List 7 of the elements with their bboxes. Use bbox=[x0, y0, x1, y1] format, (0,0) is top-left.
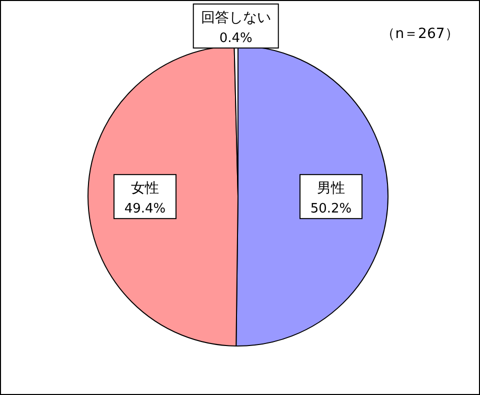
slice-label: 女性 bbox=[131, 180, 159, 197]
data-label: 49.4% bbox=[124, 202, 166, 217]
data-label: 0.4% bbox=[219, 31, 252, 46]
text: （n＝267） bbox=[381, 26, 459, 42]
slice-label: 男性 bbox=[317, 180, 345, 197]
data-label: 50.2% bbox=[310, 202, 352, 217]
slice-label: 回答しない bbox=[200, 10, 271, 26]
